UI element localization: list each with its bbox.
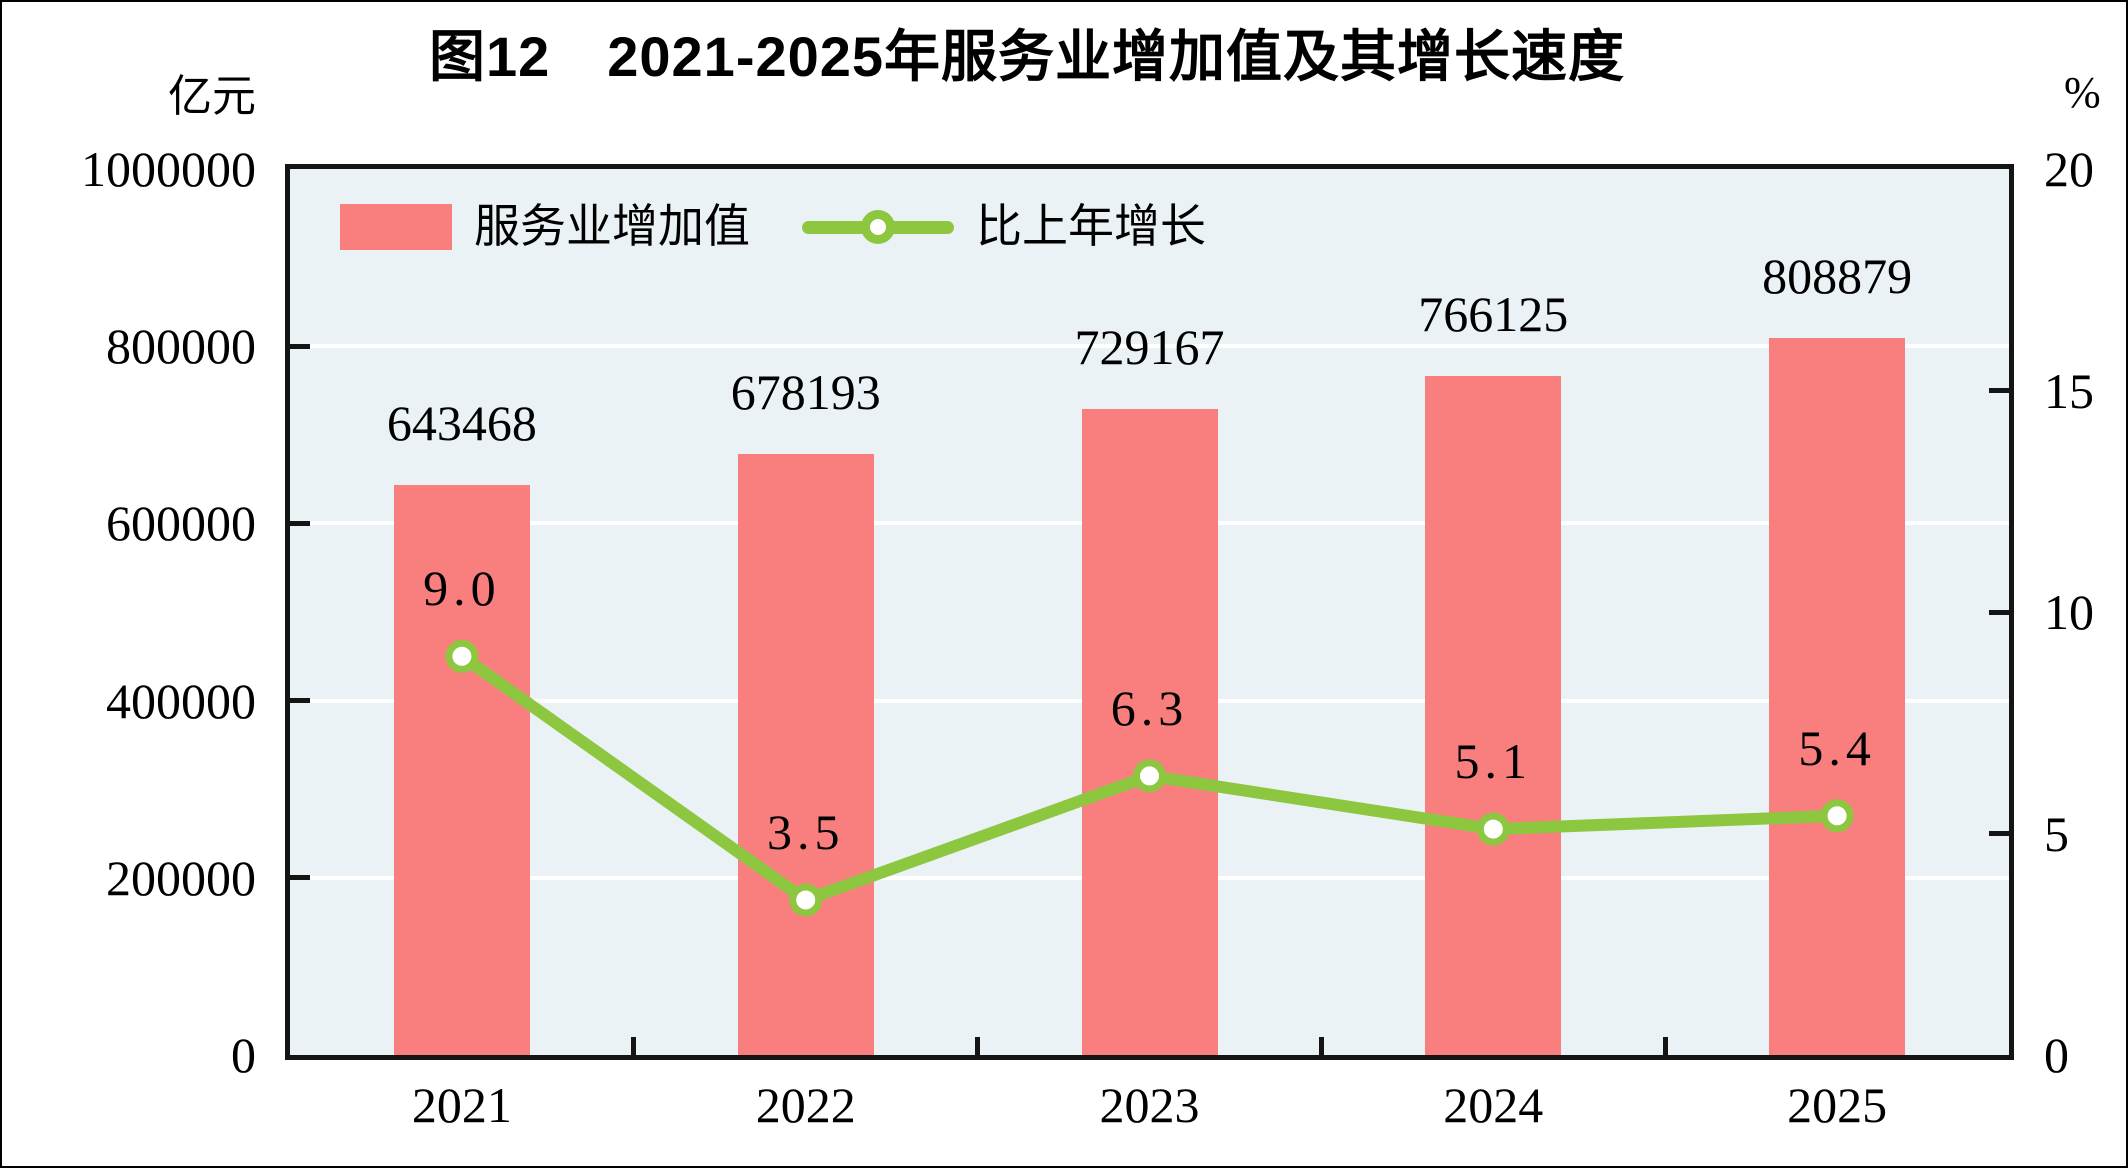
x-axis-tick — [1318, 1037, 1324, 1055]
bar-value-label: 678193 — [730, 364, 881, 421]
line-marker-icon — [861, 210, 895, 244]
right-axis-tick — [1989, 388, 2009, 393]
x-axis-tick — [975, 1037, 981, 1055]
legend-item-line-series: 比上年增长 — [802, 201, 1206, 253]
growth-line-chart — [445, 639, 1854, 917]
right-axis-tick-label: 5 — [2044, 805, 2069, 862]
left-axis-tick-label: 800000 — [106, 318, 256, 375]
growth-value-label: 3.5 — [766, 803, 845, 860]
left-axis-tick-label: 200000 — [106, 849, 256, 906]
right-axis-unit: % — [2064, 68, 2101, 117]
growth-value-label: 5.4 — [1798, 719, 1876, 776]
legend-bar-label: 服务业增加值 — [474, 201, 750, 252]
right-axis-tick-label: 0 — [2044, 1027, 2069, 1083]
growth-value-label: 9.0 — [423, 560, 501, 617]
left-axis-tick — [290, 343, 310, 349]
x-axis-tick-label: 2023 — [1099, 1077, 1200, 1133]
x-axis-tick — [631, 1037, 637, 1055]
gridline — [290, 344, 2009, 349]
growth-point-2023 — [1133, 759, 1166, 793]
growth-value-label: 6.3 — [1110, 679, 1189, 736]
bar-value-label: 808879 — [1762, 248, 1913, 305]
x-axis-tick — [1662, 1037, 1668, 1055]
x-axis-tick-label: 2022 — [755, 1077, 856, 1133]
bar-2021 — [393, 484, 530, 1055]
left-axis-tick — [290, 520, 310, 526]
right-axis-tick-label: 20 — [2044, 141, 2094, 197]
left-axis-unit: 亿元 — [168, 72, 256, 121]
right-axis-tick-label: 10 — [2044, 584, 2094, 640]
left-axis-tick-label: 600000 — [106, 495, 256, 552]
growth-point-2025 — [1820, 799, 1854, 833]
left-axis-tick — [290, 698, 310, 704]
left-axis-tick-label: 1000000 — [81, 141, 256, 197]
bar-2023 — [1081, 408, 1218, 1055]
right-axis-tick-label: 15 — [2044, 362, 2094, 419]
line-series-swatch — [802, 210, 954, 244]
growth-point-2021 — [445, 639, 479, 673]
bar-2025 — [1769, 338, 1906, 1055]
legend-line-label: 比上年增长 — [976, 201, 1206, 252]
bar-2022 — [737, 454, 874, 1055]
x-axis-tick-label: 2025 — [1787, 1077, 1888, 1133]
right-axis-tick — [1989, 609, 2009, 615]
left-axis-tick — [290, 875, 310, 881]
left-axis-tick-label: 0 — [231, 1027, 256, 1083]
right-axis-tick — [1989, 831, 2009, 836]
growth-value-label: 5.1 — [1454, 733, 1533, 790]
bar-series-swatch — [340, 204, 452, 250]
x-axis-tick-label: 2021 — [411, 1077, 512, 1133]
legend-item-bar-series: 服务业增加值 — [340, 201, 750, 253]
growth-point-2022 — [789, 883, 823, 917]
growth-point-2024 — [1476, 812, 1510, 846]
bar-2024 — [1425, 376, 1562, 1055]
legend: 服务业增加值 比上年增长 — [340, 201, 1206, 253]
bar-value-label: 729167 — [1074, 318, 1225, 375]
bar-value-label: 643468 — [386, 394, 537, 451]
bar-value-label: 766125 — [1418, 286, 1569, 343]
left-axis-tick-label: 400000 — [106, 672, 256, 729]
plot-area: 服务业增加值 比上年增长 643468 9.0 678193 3.5 729167 6.3… — [285, 164, 2014, 1060]
x-axis-tick-label: 2024 — [1443, 1077, 1544, 1133]
chart-title: 图12 2021-2025年服务业增加值及其增长速度 — [428, 25, 1626, 88]
